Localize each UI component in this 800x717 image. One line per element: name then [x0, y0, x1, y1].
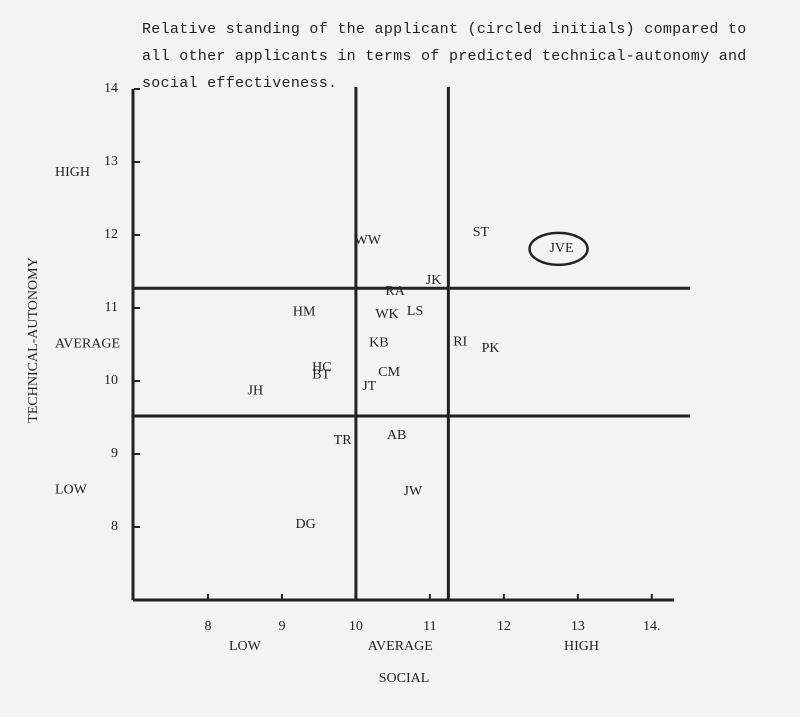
- y-tick-label: 14: [104, 81, 118, 96]
- point-label: RI: [453, 335, 467, 350]
- y-tick-label: 11: [105, 300, 118, 315]
- x-tick-label: 8: [204, 619, 211, 634]
- y-level-label: AVERAGE: [55, 337, 120, 352]
- x-tick-label: 10: [349, 619, 363, 634]
- point-label: WK: [375, 307, 398, 322]
- point-label: RA: [385, 284, 405, 299]
- x-level-label: HIGH: [564, 639, 599, 654]
- point-label: BT: [312, 367, 330, 382]
- x-tick-label: 13: [571, 619, 585, 634]
- y-tick-label: 12: [104, 227, 118, 242]
- x-level-label: AVERAGE: [368, 639, 433, 654]
- point-label: JT: [362, 379, 376, 394]
- point-label: DG: [295, 517, 315, 532]
- point-label: JW: [404, 484, 423, 499]
- y-tick-label: 9: [111, 446, 118, 461]
- point-label: HC: [312, 360, 331, 375]
- x-tick-label: 11: [423, 619, 436, 634]
- point-label: CM: [378, 365, 400, 380]
- x-axis-label: SOCIAL: [379, 671, 430, 686]
- y-level-label: HIGH: [55, 165, 90, 180]
- highlight-circle: [528, 231, 589, 267]
- point-label: AB: [387, 428, 406, 443]
- x-tick-label: 9: [278, 619, 285, 634]
- point-label: JK: [426, 273, 442, 288]
- point-label: JH: [248, 383, 264, 398]
- y-tick-label: 10: [104, 373, 118, 388]
- point-label: ST: [473, 225, 490, 240]
- point-label: WW: [355, 233, 382, 248]
- y-tick-label: 13: [104, 154, 118, 169]
- y-axis-label: TECHNICAL-AUTONOMY: [26, 257, 41, 422]
- y-level-label: LOW: [55, 483, 88, 498]
- point-label: HM: [293, 305, 316, 320]
- chart-title: Relative standing of the applicant (circ…: [142, 21, 747, 92]
- point-label: JVE: [549, 241, 573, 256]
- point-label: KB: [369, 335, 388, 350]
- point-label: TR: [334, 433, 353, 448]
- point-label: LS: [407, 304, 423, 319]
- x-tick-label: 14.: [643, 619, 661, 634]
- point-label: PK: [482, 341, 500, 356]
- y-tick-label: 8: [111, 519, 118, 534]
- x-tick-label: 12: [497, 619, 511, 634]
- x-level-label: LOW: [229, 639, 262, 654]
